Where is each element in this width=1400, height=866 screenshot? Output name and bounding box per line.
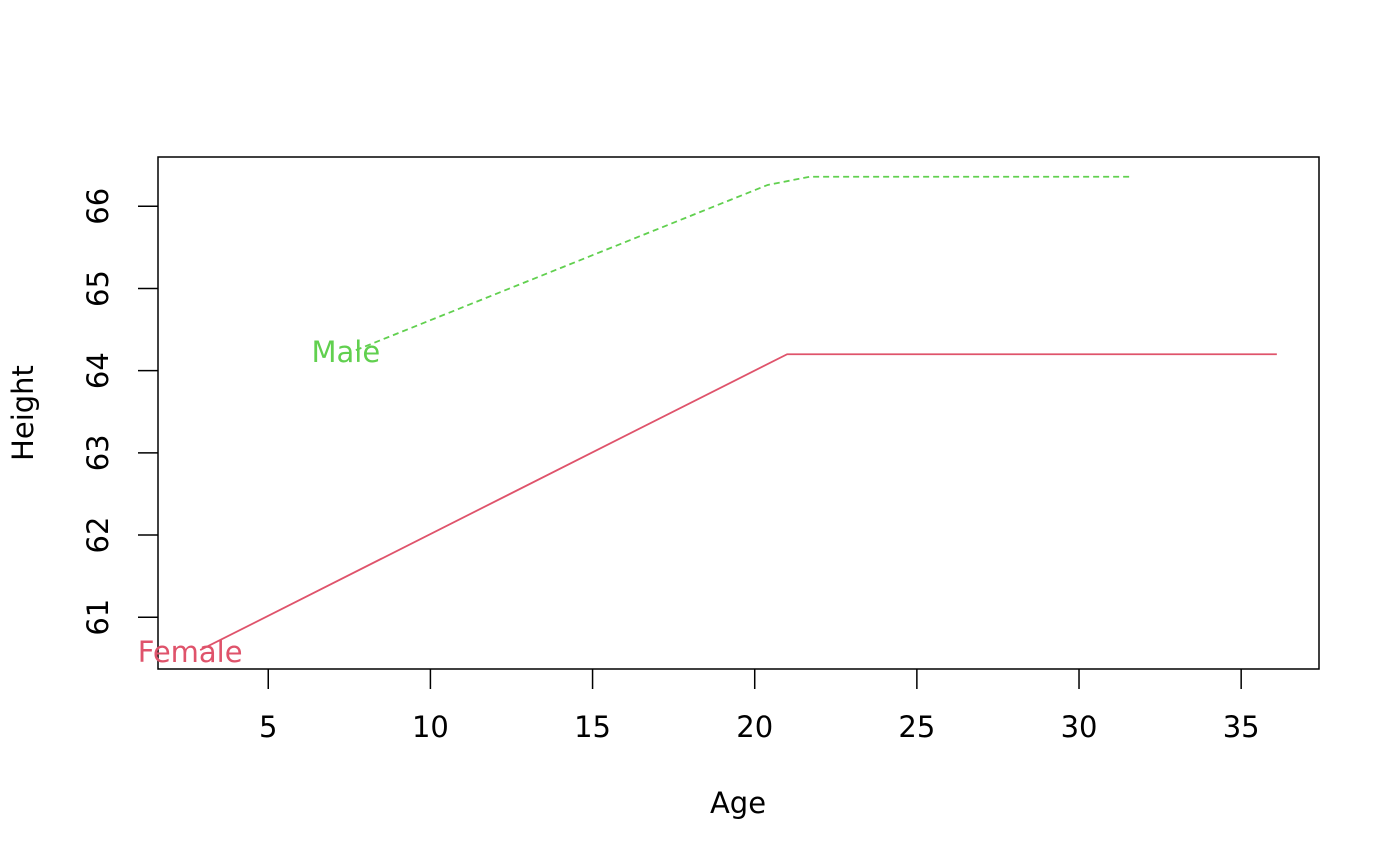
y-tick-label: 66 (81, 188, 115, 225)
y-tick-label: 62 (81, 517, 115, 554)
x-tick-label: 5 (259, 710, 277, 744)
data-line (199, 353, 1277, 651)
y-tick-label: 64 (81, 352, 115, 389)
x-tick-label: 10 (412, 710, 449, 744)
x-tick-label: 15 (574, 710, 611, 744)
y-tick-label: 61 (81, 599, 115, 636)
y-axis-label: Height (6, 365, 40, 461)
data-line (355, 175, 1131, 351)
x-axis-label: Age (710, 786, 766, 820)
line-label: Female (138, 635, 243, 669)
x-tick-label: 30 (1061, 710, 1098, 744)
y-tick-label: 65 (81, 270, 115, 307)
x-tick-label: 25 (898, 710, 935, 744)
x-tick-label: 20 (736, 710, 773, 744)
line-label: Male (311, 335, 380, 369)
plot-frame (157, 156, 1320, 670)
y-tick-label: 63 (81, 434, 115, 471)
x-tick-label: 35 (1223, 710, 1260, 744)
